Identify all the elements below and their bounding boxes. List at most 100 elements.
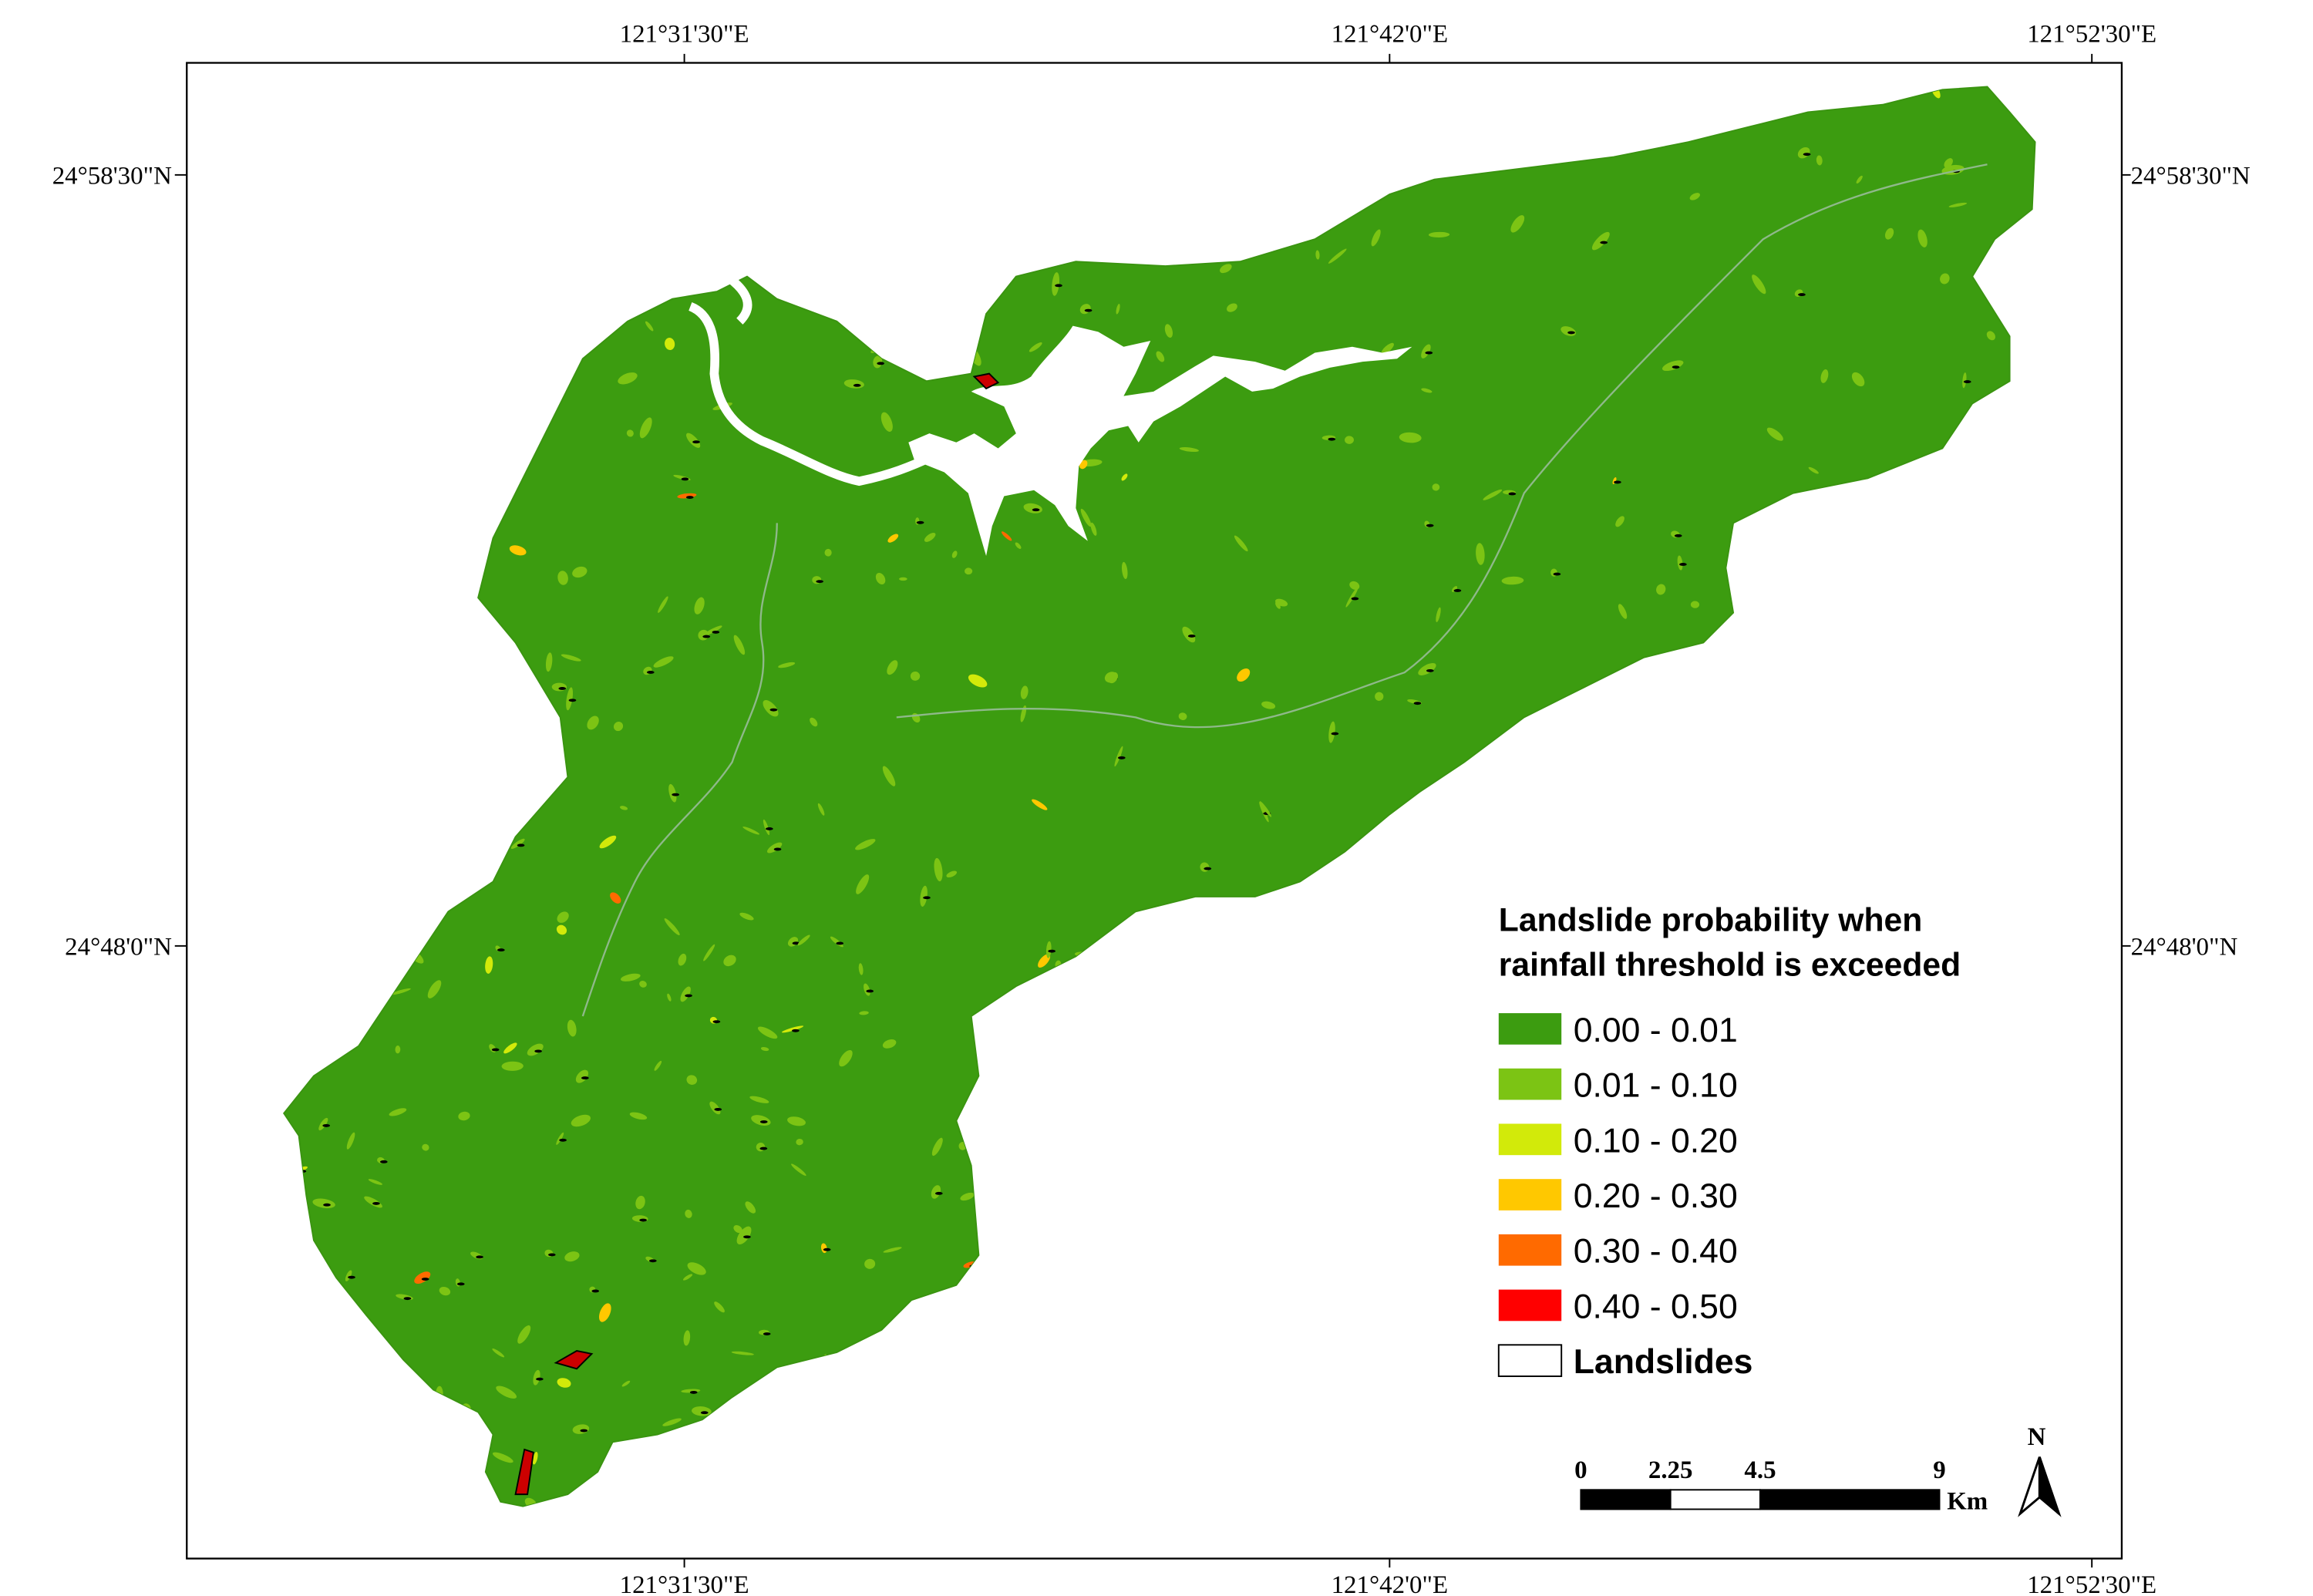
patch: [564, 1251, 580, 1262]
legend-label: 0.30 - 0.40: [1574, 1233, 1738, 1271]
patch: [510, 838, 525, 849]
right-coordinate-label: 24°58'30"N: [2131, 162, 2251, 190]
patch: [946, 870, 958, 878]
bottom-coordinate-label: 121°31'30"E: [620, 1571, 749, 1596]
high-probability-patch: [514, 372, 1000, 1496]
north-arrow: N: [2018, 1423, 2062, 1517]
patch: [864, 1258, 876, 1269]
landslide: [1672, 365, 1680, 369]
scale-label: 9: [1933, 1456, 1945, 1484]
patch: [934, 857, 943, 882]
patch: [856, 874, 870, 894]
patch: [731, 1351, 754, 1355]
patch: [390, 988, 411, 995]
patch: [1476, 543, 1485, 565]
patch: [1156, 351, 1165, 362]
patch: [791, 1163, 806, 1176]
patch: [1816, 155, 1823, 166]
patch: [1662, 360, 1684, 372]
landslide: [792, 941, 800, 945]
patch: [567, 1019, 577, 1037]
landslide: [1798, 293, 1806, 297]
patch: [509, 545, 527, 556]
patch: [1090, 522, 1097, 536]
patch: [533, 1369, 540, 1386]
patch: [1428, 231, 1450, 237]
scale-segment: [1580, 1489, 1672, 1510]
patch: [458, 1111, 470, 1121]
landslide: [476, 1255, 483, 1259]
landslide: [714, 1107, 722, 1111]
landslide: [1328, 437, 1336, 441]
patch: [571, 1114, 591, 1127]
patch: [1045, 941, 1052, 958]
patch: [763, 700, 779, 717]
patch: [1948, 202, 1968, 207]
patch: [910, 671, 921, 681]
patch: [599, 835, 617, 849]
patch: [1483, 489, 1503, 500]
landslide: [934, 1191, 943, 1195]
legend-title: Landslide probability when: [1499, 901, 1922, 938]
patch: [797, 934, 810, 946]
patch: [1121, 561, 1128, 580]
river: [688, 274, 936, 487]
landslide: [763, 1332, 771, 1335]
landslide: [322, 1123, 331, 1127]
patch: [968, 674, 988, 688]
patch: [859, 1011, 869, 1015]
landslide: [1453, 589, 1462, 592]
patch: [667, 993, 672, 1002]
patch: [951, 551, 958, 558]
patch: [796, 1138, 803, 1146]
patch: [736, 1226, 752, 1245]
patch: [1962, 372, 1967, 389]
patch: [965, 567, 973, 575]
patch: [1020, 685, 1029, 699]
landslide: [1425, 351, 1433, 355]
patch: [1432, 483, 1440, 491]
patch: [598, 1303, 611, 1322]
landslide: [536, 1377, 544, 1381]
patch: [960, 1192, 975, 1201]
patch: [1375, 692, 1384, 701]
patch: [778, 662, 796, 668]
patch: [653, 656, 674, 668]
patch: [1080, 508, 1092, 527]
landslide: [534, 1049, 542, 1053]
landslide: [1204, 867, 1212, 870]
patch: [858, 963, 864, 975]
landslide: [1426, 524, 1434, 527]
patch: [787, 1116, 806, 1126]
patch: [1677, 555, 1683, 571]
patch: [1884, 227, 1894, 240]
patch: [346, 1132, 355, 1150]
landslide: [689, 1390, 698, 1394]
legend: Landslide probability when rainfall thres…: [1497, 901, 1961, 1381]
landslide: [491, 1048, 500, 1052]
top-coordinate-label: 121°31'30"E: [620, 20, 749, 48]
patch: [618, 372, 638, 385]
patch: [662, 1418, 682, 1426]
landslide: [712, 1020, 721, 1024]
patch: [766, 842, 783, 854]
patch: [1940, 273, 1950, 285]
north-arrow-right: [2038, 1456, 2062, 1517]
patch: [1220, 264, 1232, 274]
patch: [492, 1452, 513, 1463]
patch: [1227, 303, 1237, 312]
patch: [1436, 607, 1441, 622]
landslide: [517, 843, 525, 847]
landslide: [1679, 563, 1687, 566]
patch: [817, 803, 825, 816]
patch: [1259, 801, 1272, 817]
patch: [395, 1045, 401, 1054]
patch: [864, 983, 870, 996]
patch: [368, 1179, 383, 1185]
patch: [532, 1452, 538, 1465]
legend-swatch: [1498, 1013, 1562, 1045]
patch: [686, 1075, 698, 1085]
patch: [1345, 436, 1354, 444]
